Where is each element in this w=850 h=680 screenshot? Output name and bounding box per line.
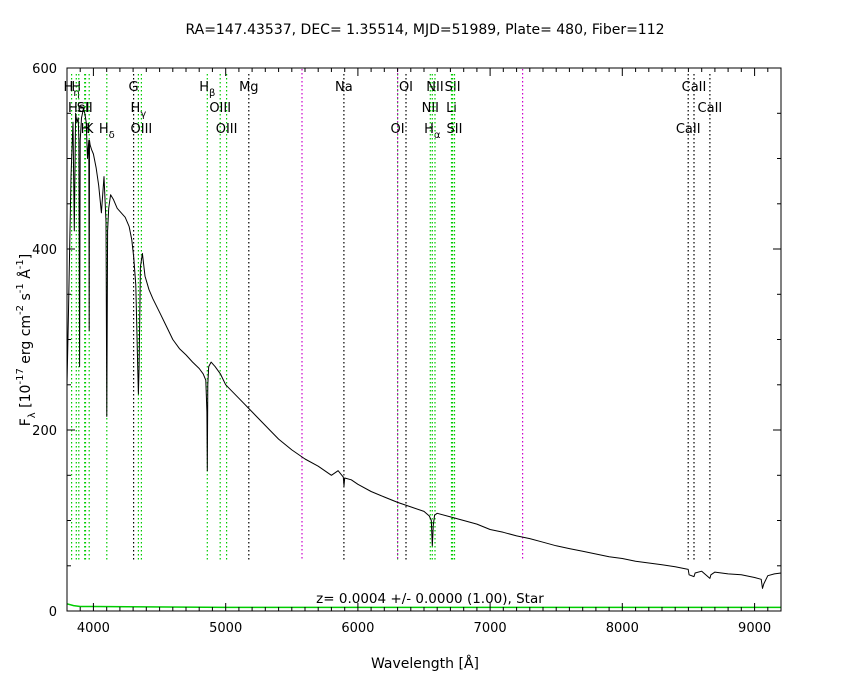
line-marker-label-3: SII — [77, 101, 93, 116]
line-marker-label-25: CaII — [698, 101, 723, 116]
line-marker-label-22: SII — [447, 122, 463, 137]
line-marker-label-9: OIII — [131, 122, 153, 137]
line-marker-label-19: NII — [426, 80, 443, 95]
y-tick-label: 600 — [32, 62, 57, 77]
x-axis-label: Wavelength [Å] — [371, 655, 479, 672]
line-marker-label-14: Na — [335, 80, 353, 95]
x-tick-label: 9000 — [738, 621, 771, 636]
x-tick-label: 6000 — [341, 621, 374, 636]
y-tick-label: 0 — [49, 605, 57, 620]
y-tick-label: 200 — [32, 424, 57, 439]
series-layer — [66, 108, 782, 609]
line-marker-label-24: CaII — [682, 80, 707, 95]
x-tick-label: 8000 — [606, 621, 639, 636]
line-marker-label-23: CaII — [676, 122, 701, 137]
line-marker-label-13: Mg — [239, 80, 258, 95]
y-tick-label: 400 — [32, 243, 57, 258]
line-marker-label-5: K — [85, 122, 94, 137]
x-tick-label: 7000 — [474, 621, 507, 636]
line-marker-label-4: H — [81, 122, 91, 137]
line-marker-label-6: Hδ — [99, 122, 115, 141]
line-marker-label-20: Li — [446, 101, 457, 116]
line-marker-label-0: Hη — [64, 80, 80, 99]
line-marker-label-21: SII — [445, 80, 461, 95]
spectrum-line — [66, 108, 782, 589]
line-marker-label-10: Hβ — [199, 80, 215, 99]
line-marker-label-11: OIII — [209, 101, 231, 116]
x-tick-label: 5000 — [209, 621, 242, 636]
line-marker-label-8: Hγ — [131, 101, 147, 120]
redshift-label: z= 0.0004 +/- 0.0000 (1.00), Star — [316, 591, 544, 607]
line-marker-label-18: Hα — [424, 122, 441, 141]
x-tick-label: 4000 — [77, 621, 110, 636]
axis-ticks: 4000 5000 6000 7000 8000 9000 0 200 400 600 — [32, 62, 782, 636]
plot-frame — [66, 67, 782, 612]
line-marker-label-16: OI — [399, 80, 413, 95]
y-axis-label: Fλ​ [10-17​ erg cm-2​ s-1​ Å-1​] — [15, 254, 38, 427]
line-marker-label-12: OIII — [216, 122, 238, 137]
line-marker-label-1: H — [71, 80, 81, 95]
line-marker-label-7: G — [129, 80, 139, 95]
chart-title: RA=147.43537, DEC= 1.35514, MJD=51989, P… — [185, 22, 664, 38]
line-marker-label-17: NII — [422, 101, 439, 116]
